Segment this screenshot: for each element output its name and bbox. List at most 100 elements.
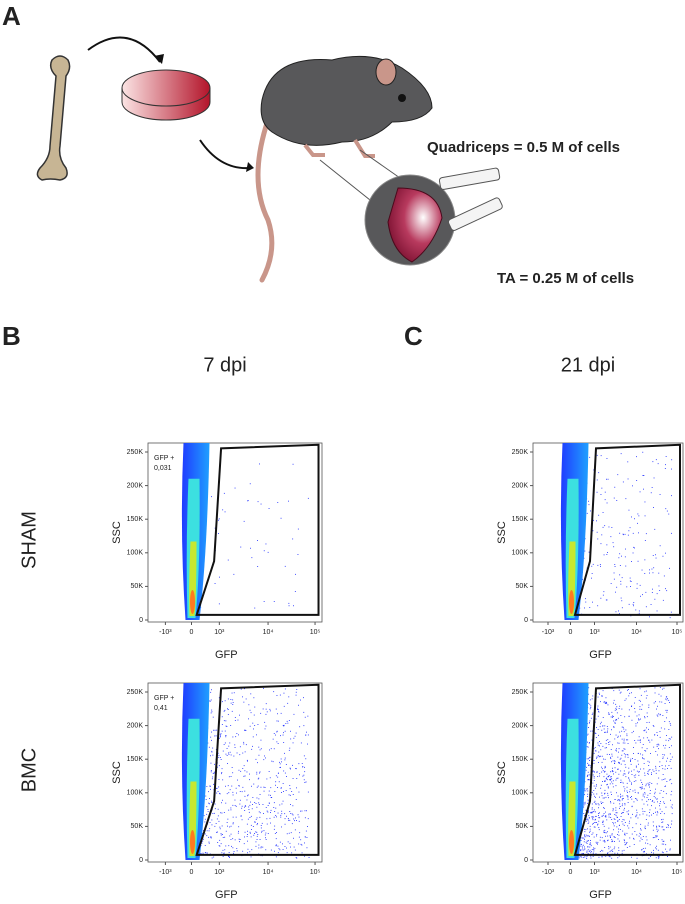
event-dot — [212, 754, 214, 756]
event-dot — [603, 591, 605, 593]
event-dot — [282, 734, 284, 736]
row-label: BMC — [18, 748, 40, 792]
event-dot — [254, 821, 255, 823]
event-dot — [591, 739, 593, 741]
event-dot — [611, 781, 613, 783]
event-dot — [588, 840, 589, 842]
event-dot — [619, 758, 621, 760]
event-dot — [241, 815, 242, 817]
event-dot — [597, 744, 599, 746]
event-dot — [603, 807, 604, 809]
event-dot — [651, 783, 653, 784]
event-dot — [608, 713, 610, 715]
event-dot — [582, 857, 584, 858]
event-dot — [656, 814, 658, 816]
event-dot — [596, 784, 597, 786]
event-dot — [641, 747, 643, 749]
event-dot — [615, 812, 617, 814]
event-dot — [668, 765, 670, 766]
event-dot — [273, 807, 275, 808]
event-dot — [630, 817, 632, 819]
event-dot — [625, 498, 627, 500]
event-dot — [602, 745, 604, 747]
event-dot — [669, 567, 670, 569]
event-dot — [264, 728, 266, 730]
event-dot — [583, 841, 585, 843]
event-dot — [603, 776, 605, 778]
event-dot — [614, 819, 616, 820]
event-dot — [589, 699, 591, 701]
event-dot — [239, 791, 241, 792]
event-dot — [608, 816, 610, 818]
event-dot — [295, 817, 296, 819]
x-tick-label: 10⁵ — [672, 629, 683, 636]
event-dot — [204, 852, 206, 853]
event-dot — [276, 720, 278, 722]
event-dot — [644, 825, 646, 827]
event-dot — [596, 520, 597, 522]
event-dot — [658, 855, 660, 857]
event-dot — [217, 842, 219, 843]
event-dot — [214, 527, 216, 529]
event-dot — [622, 750, 624, 752]
event-dot — [626, 735, 628, 737]
event-dot — [262, 846, 264, 848]
event-dot — [621, 726, 623, 728]
event-dot — [584, 846, 585, 848]
event-dot — [218, 845, 220, 847]
event-dot — [233, 755, 235, 757]
event-dot — [591, 714, 593, 715]
event-dot — [616, 750, 617, 752]
event-dot — [229, 826, 231, 828]
event-dot — [294, 735, 296, 737]
event-dot — [288, 720, 290, 721]
event-dot — [669, 738, 671, 740]
event-dot — [642, 813, 644, 815]
event-dot — [617, 735, 619, 737]
event-dot — [658, 839, 659, 840]
event-dot — [275, 784, 276, 786]
event-dot — [615, 785, 617, 787]
event-dot — [645, 819, 647, 820]
event-dot — [215, 735, 217, 737]
event-dot — [259, 771, 261, 773]
event-dot — [265, 807, 267, 808]
event-dot — [582, 837, 584, 839]
event-dot — [210, 788, 211, 790]
event-dot — [260, 825, 262, 826]
event-dot — [614, 837, 616, 838]
event-dot — [291, 852, 293, 854]
event-dot — [649, 786, 650, 788]
event-dot — [263, 786, 265, 788]
event-dot — [611, 729, 612, 731]
event-dot — [265, 703, 267, 705]
event-dot — [611, 711, 613, 713]
event-dot — [610, 758, 612, 759]
event-dot — [656, 828, 658, 830]
event-dot — [602, 820, 604, 822]
event-dot — [586, 766, 587, 768]
event-dot — [610, 771, 611, 773]
event-dot — [256, 835, 258, 837]
event-dot — [587, 811, 589, 812]
event-dot — [210, 770, 212, 771]
event-dot — [617, 777, 619, 779]
event-dot — [307, 826, 308, 827]
event-dot — [297, 814, 299, 816]
event-dot — [206, 852, 208, 854]
event-dot — [250, 836, 252, 838]
event-dot — [668, 738, 670, 740]
event-dot — [646, 712, 648, 714]
event-dot — [607, 730, 608, 732]
event-dot — [647, 804, 649, 806]
event-dot — [219, 757, 221, 758]
event-dot — [252, 797, 254, 798]
event-dot — [580, 856, 582, 858]
event-dot — [614, 760, 616, 762]
y-tick-label: 250K — [127, 689, 144, 696]
event-dot — [627, 743, 629, 744]
event-dot — [659, 714, 661, 716]
event-dot — [581, 845, 583, 847]
event-dot — [599, 775, 600, 777]
event-dot — [636, 798, 638, 800]
